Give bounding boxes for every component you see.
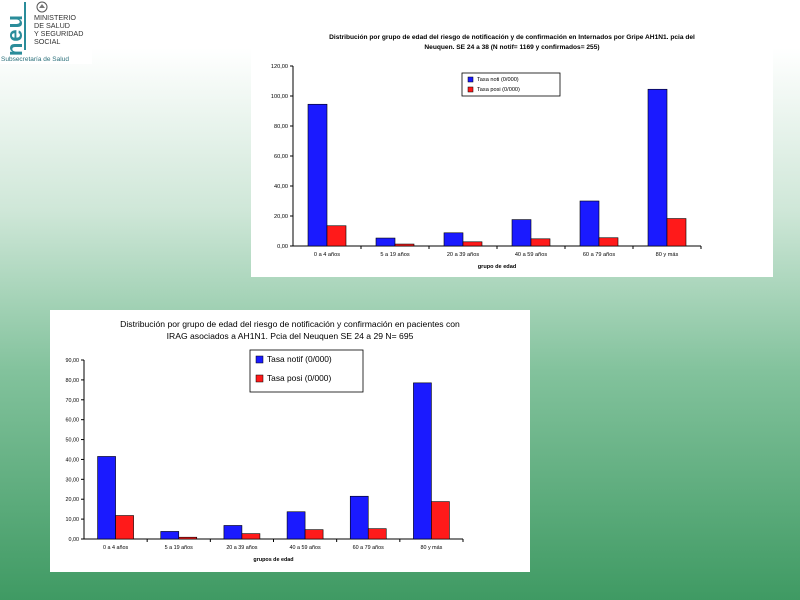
bar-notif	[160, 531, 180, 540]
bar-posi	[178, 536, 198, 540]
y-tick-label: 100,00	[271, 94, 288, 100]
chart-irag: Distribución por grupo de edad del riesg…	[66, 319, 464, 563]
x-category-label: 60 a 79 años	[353, 545, 384, 551]
bar-notif	[413, 382, 432, 540]
y-tick-label: 20,00	[66, 497, 80, 503]
bar-posi	[304, 529, 324, 540]
legend-label: Tasa noti (0/000)	[477, 77, 519, 83]
y-tick-label: 120,00	[271, 64, 288, 70]
x-category-label: 0 a 4 años	[314, 252, 340, 258]
chart-title-line: Neuquen. SE 24 a 38 (N notif= 1169 y con…	[424, 44, 599, 51]
bar-posi	[598, 237, 619, 247]
x-category-label: 60 a 79 años	[583, 252, 616, 258]
logo-wordmark: neu	[2, 13, 28, 57]
x-category-label: 20 a 39 años	[447, 252, 480, 258]
bar-notif	[579, 200, 600, 247]
chart-title-line: IRAG asociados a AH1N1. Pcia del Neuquen…	[167, 331, 414, 341]
legend-swatch	[255, 355, 264, 364]
y-tick-label: 60,00	[66, 418, 80, 424]
legend-box	[249, 349, 364, 393]
y-tick-label: 40,00	[66, 457, 80, 463]
chart-panel-internados: Distribución por grupo de edad del riesg…	[251, 26, 773, 277]
bar-notif	[647, 88, 668, 247]
y-tick-label: 40,00	[274, 184, 288, 190]
x-category-label: 5 a 19 años	[165, 545, 193, 551]
bar-notif	[511, 219, 532, 247]
ministry-logo: neu MINISTERIO DE SALUD Y SEGURIDAD SOCI…	[0, 0, 92, 64]
logo-line-3: Y SEGURIDAD	[34, 29, 84, 38]
logo-ministry-name: MINISTERIO DE SALUD Y SEGURIDAD SOCIAL	[34, 14, 92, 46]
x-category-label: 80 y más	[656, 252, 679, 258]
seal-icon	[36, 1, 48, 13]
y-tick-label: 20,00	[274, 214, 288, 220]
logo-divider	[24, 2, 26, 50]
bar-posi	[431, 501, 450, 540]
bar-notif	[97, 456, 116, 540]
x-category-label: 40 a 59 años	[515, 252, 548, 258]
legend-label: Tasa posi (0/000)	[477, 87, 520, 93]
bar-posi	[241, 533, 261, 540]
legend-swatch	[255, 374, 264, 383]
bar-posi	[462, 241, 483, 247]
bar-posi	[666, 218, 687, 247]
y-tick-label: 0,00	[277, 244, 288, 250]
chart-internados: Distribución por grupo de edad del riesg…	[271, 34, 702, 270]
logo-subtitle: Subsecretaría de Salud	[1, 56, 69, 63]
y-tick-label: 70,00	[66, 398, 80, 404]
y-tick-label: 50,00	[66, 438, 80, 444]
bar-notif	[307, 103, 328, 247]
bar-posi	[394, 243, 415, 247]
x-category-label: 5 a 19 años	[380, 252, 409, 258]
chart-panel-irag: Distribución por grupo de edad del riesg…	[50, 310, 530, 572]
bar-posi	[115, 515, 134, 540]
y-tick-label: 90,00	[66, 358, 80, 364]
legend-label: Tasa posi (0/000)	[267, 373, 331, 383]
chart-title-line: Distribución por grupo de edad del riesg…	[329, 34, 695, 41]
bar-notif	[375, 237, 396, 247]
y-tick-label: 60,00	[274, 154, 288, 160]
chart-title-line: Distribución por grupo de edad del riesg…	[120, 319, 460, 329]
logo-line-4: SOCIAL	[34, 37, 61, 46]
y-tick-label: 80,00	[66, 378, 80, 384]
x-axis-title: grupos de edad	[253, 557, 293, 563]
bar-posi	[326, 225, 347, 247]
legend-swatch	[467, 86, 474, 93]
logo-line-1: MINISTERIO	[34, 13, 76, 22]
y-tick-label: 0,00	[69, 537, 80, 543]
y-tick-label: 80,00	[274, 124, 288, 130]
bar-notif	[223, 525, 243, 540]
legend-swatch	[467, 76, 474, 83]
y-tick-label: 30,00	[66, 477, 80, 483]
x-axis-title: grupo de edad	[478, 264, 517, 270]
bar-notif	[286, 511, 306, 540]
bar-notif	[349, 495, 369, 540]
bar-posi	[367, 528, 387, 540]
legend-box	[461, 72, 561, 97]
x-category-label: 80 y más	[420, 545, 442, 551]
x-category-label: 40 a 59 años	[289, 545, 320, 551]
y-tick-label: 10,00	[66, 517, 80, 523]
logo-line-2: DE SALUD	[34, 21, 70, 30]
x-category-label: 20 a 39 años	[226, 545, 257, 551]
bar-notif	[443, 232, 464, 247]
legend-label: Tasa notif (0/000)	[267, 354, 332, 364]
x-category-label: 0 a 4 años	[103, 545, 128, 551]
bar-posi	[530, 238, 551, 247]
